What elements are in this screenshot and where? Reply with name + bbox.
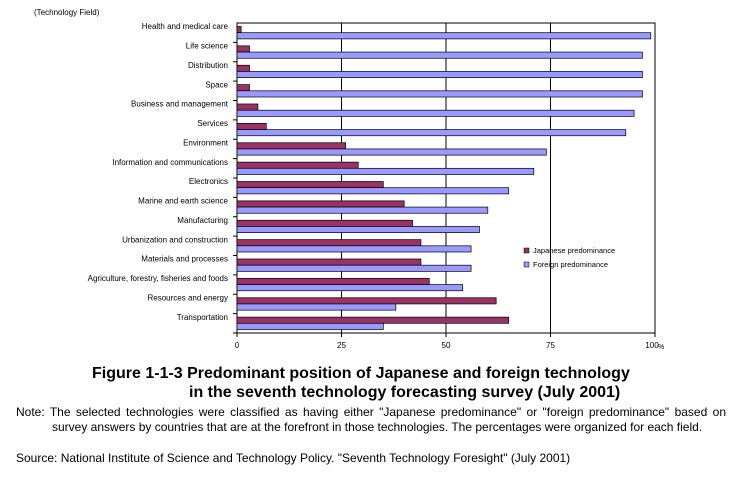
bar-japanese (236, 26, 242, 34)
category-label: Resources and energy (148, 293, 229, 302)
figure-title-line-1: Figure 1-1-3 Predominant position of Jap… (92, 365, 630, 382)
category-label: Space (205, 80, 228, 89)
x-axis: 0 25 50 75 100% (235, 333, 664, 351)
legend-swatch (523, 247, 530, 254)
note-text: Note: The selected technologies were cla… (16, 405, 726, 434)
note: Note: The selected technologies were cla… (16, 405, 726, 435)
figure-title-line-2: in the seventh technology forecasting su… (189, 384, 621, 401)
category-label: Services (197, 119, 228, 128)
bar-foreign (236, 32, 652, 40)
bar-foreign (236, 90, 643, 98)
bar-foreign (236, 226, 480, 233)
category-label: Marine and earth science (138, 197, 228, 206)
bar-japanese (236, 161, 359, 169)
bar-japanese (236, 84, 250, 92)
x-axis-unit: % (658, 344, 664, 351)
bar-foreign (236, 284, 464, 292)
x-tick-label: 0 (235, 341, 240, 350)
category-label: Materials and processes (141, 255, 228, 264)
category-label: Health and medical care (142, 22, 229, 31)
legend: Japanese predominance Foreign predominanc… (523, 246, 615, 269)
bar-foreign (236, 129, 627, 137)
bar-foreign (236, 51, 643, 59)
legend-label: Foreign predominance (533, 260, 608, 269)
bar-foreign (236, 71, 643, 78)
bar-japanese (236, 200, 405, 208)
bar-japanese (236, 278, 430, 285)
category-label: Distribution (188, 61, 228, 70)
category-label: Electronics (189, 177, 228, 186)
category-label: Manufacturing (177, 216, 228, 225)
bar-japanese (236, 219, 413, 227)
bar-foreign (236, 187, 510, 195)
bar-foreign (236, 264, 472, 272)
category-label: Transportation (177, 313, 228, 322)
bar-japanese (236, 103, 259, 111)
bar-japanese (236, 258, 422, 266)
x-tick-label: 100 (645, 341, 659, 350)
x-tick-label: 25 (337, 341, 346, 350)
source-text: Source: National Institute of Science an… (16, 451, 571, 465)
bar-japanese (236, 123, 267, 130)
bar-foreign (236, 109, 635, 117)
bar-japanese (236, 181, 384, 189)
bar-foreign (236, 148, 547, 156)
bar-japanese (236, 239, 422, 247)
category-label: Life science (186, 42, 229, 51)
x-tick-label: 50 (442, 341, 451, 350)
bar-japanese (236, 297, 497, 305)
bar-foreign (236, 303, 397, 311)
category-labels: Health and medical care Life science Distr… (88, 22, 237, 334)
category-label: Information and communications (112, 158, 228, 167)
category-label: Agriculture, forestry, fisheries and foo… (88, 274, 228, 283)
x-tick-label: 75 (546, 341, 555, 350)
bar-chart: (Technology Field) Health and medical ca… (34, 8, 664, 351)
figure-title: Figure 1-1-3 Predominant position of Jap… (92, 364, 692, 402)
bar-foreign (236, 322, 384, 330)
category-label: Environment (183, 138, 229, 147)
bar-japanese (236, 316, 510, 324)
bars (236, 26, 652, 330)
bar-foreign (236, 206, 489, 214)
category-label: Urbanization and construction (122, 235, 228, 244)
bar-foreign (236, 167, 535, 175)
legend-swatch (523, 261, 530, 268)
legend-label: Japanese predominance (533, 246, 615, 255)
bar-japanese (236, 64, 250, 72)
category-label: Business and management (131, 100, 229, 109)
bar-foreign (236, 245, 472, 253)
bar-japanese (236, 142, 347, 150)
bar-japanese (236, 45, 250, 53)
y-axis-label: (Technology Field) (34, 8, 100, 17)
